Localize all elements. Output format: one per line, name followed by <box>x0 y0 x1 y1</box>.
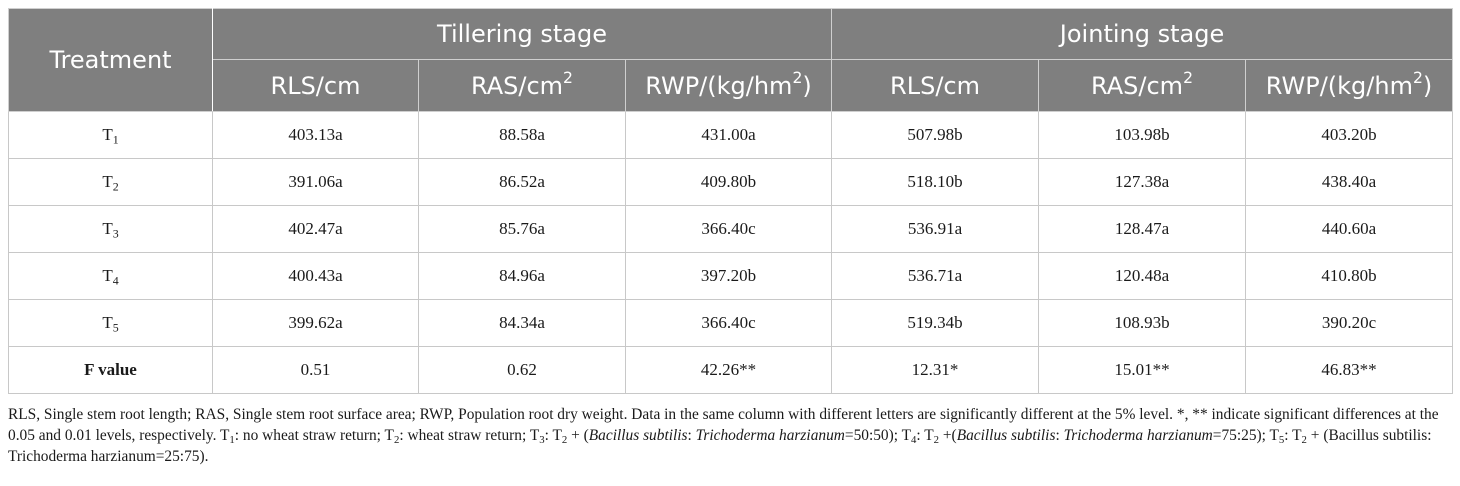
table-cell: 438.40a <box>1245 158 1454 206</box>
table-row: T1 403.13a 88.58a 431.00a 507.98b 103.98b 403.… <box>8 111 1454 159</box>
table-cell: 399.62a <box>212 299 419 347</box>
table-cell: 391.06a <box>212 158 419 206</box>
table-cell: 366.40c <box>624 205 833 253</box>
row-label: T1 <box>8 111 213 159</box>
row-label: T3 <box>8 205 213 253</box>
table-cell: 403.20b <box>1245 111 1454 159</box>
group-header-tillering: Tillering stage <box>211 8 833 60</box>
table-container: Treatment Tillering stage Jointing stage… <box>8 8 1454 394</box>
table-cell: 128.47a <box>1038 205 1247 253</box>
table-cell: 409.80b <box>624 158 833 206</box>
data-table: Treatment Tillering stage Jointing stage… <box>8 8 1454 394</box>
table-cell: 103.98b <box>1038 111 1247 159</box>
header-row-measures: RLS/cm RAS/cm2 RWP/(kg/hm2) RLS/cm RAS/c… <box>9 59 1454 112</box>
table-footnote: RLS, Single stem root length; RAS, Singl… <box>8 406 1439 465</box>
table-row: F value 0.51 0.62 42.26** 12.31* 15.01** 46.83… <box>8 346 1454 394</box>
table-cell: 440.60a <box>1245 205 1454 253</box>
column-header: RLS/cm <box>831 59 1040 112</box>
table-cell: 42.26** <box>624 346 833 394</box>
table-cell: 400.43a <box>212 252 419 300</box>
table-cell: 15.01** <box>1038 346 1247 394</box>
table-cell: 85.76a <box>418 205 626 253</box>
table-cell: 108.93b <box>1038 299 1247 347</box>
table-cell: 86.52a <box>418 158 626 206</box>
table-cell: 536.71a <box>831 252 1040 300</box>
table-cell: 120.48a <box>1038 252 1247 300</box>
table-cell: 410.80b <box>1245 252 1454 300</box>
table-row: T3 402.47a 85.76a 366.40c 536.91a 128.47a 440.… <box>8 205 1454 253</box>
table-cell: 518.10b <box>831 158 1040 206</box>
row-label: T2 <box>8 158 213 206</box>
column-header: RAS/cm2 <box>418 59 626 112</box>
table-row: T5 399.62a 84.34a 366.40c 519.34b 108.93b 390.… <box>8 299 1454 347</box>
column-header: RWP/(kg/hm2) <box>1245 59 1454 112</box>
table-cell: 507.98b <box>831 111 1040 159</box>
table-body: T1 403.13a 88.58a 431.00a 507.98b 103.98b 403.… <box>8 111 1454 394</box>
table-cell: 0.62 <box>418 346 626 394</box>
table-row: T2 391.06a 86.52a 409.80b 518.10b 127.38a 438.… <box>8 158 1454 206</box>
table-cell: 0.51 <box>212 346 419 394</box>
table-cell: 12.31* <box>831 346 1040 394</box>
row-label: T4 <box>8 252 213 300</box>
table-cell: 536.91a <box>831 205 1040 253</box>
table-row: T4 400.43a 84.96a 397.20b 536.71a 120.48a 410.… <box>8 252 1454 300</box>
table-cell: 519.34b <box>831 299 1040 347</box>
table-cell: 402.47a <box>212 205 419 253</box>
column-header: RWP/(kg/hm2) <box>624 59 833 112</box>
row-label: T5 <box>8 299 213 347</box>
table-cell: 390.20c <box>1245 299 1454 347</box>
header-row-groups: Treatment Tillering stage Jointing stage <box>8 8 1454 112</box>
group-header-jointing: Jointing stage <box>831 8 1454 60</box>
column-header: RLS/cm <box>212 59 419 112</box>
table-cell: 46.83** <box>1245 346 1454 394</box>
row-label: F value <box>8 346 213 394</box>
table-header: Treatment Tillering stage Jointing stage… <box>8 8 1454 112</box>
treatment-header: Treatment <box>8 8 213 112</box>
column-header: RAS/cm2 <box>1038 59 1247 112</box>
table-cell: 88.58a <box>418 111 626 159</box>
table-cell: 84.96a <box>418 252 626 300</box>
table-cell: 403.13a <box>212 111 419 159</box>
table-cell: 431.00a <box>624 111 833 159</box>
table-cell: 127.38a <box>1038 158 1247 206</box>
table-cell: 366.40c <box>624 299 833 347</box>
table-cell: 397.20b <box>624 252 833 300</box>
table-cell: 84.34a <box>418 299 626 347</box>
